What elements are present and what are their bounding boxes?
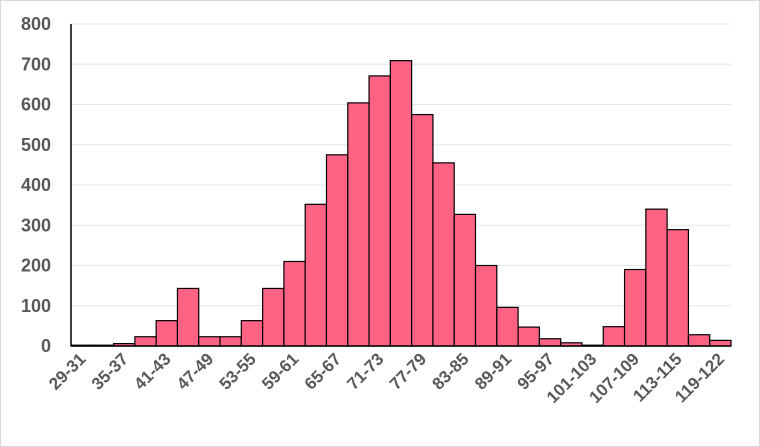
bar-92-94 [517, 326, 540, 347]
y-tick-label: 200 [21, 256, 51, 276]
bar-38-40 [134, 336, 157, 347]
y-tick-label: 300 [21, 215, 51, 235]
x-tick-labels: 29-3135-3741-4347-4953-5559-6165-6771-73… [45, 349, 728, 407]
axes [70, 24, 731, 347]
x-tick-label: 59-61 [258, 349, 302, 393]
bar-83-85 [453, 213, 477, 347]
y-tick-label: 800 [21, 14, 51, 34]
x-tick-label: 89-91 [471, 349, 515, 393]
x-tick-label: 47-49 [173, 349, 217, 393]
bar-86-88 [474, 264, 498, 347]
bar-62-64 [304, 203, 328, 347]
bar-71-73 [368, 75, 391, 347]
bar-44-46 [176, 287, 200, 347]
x-tick-label: 71-73 [343, 349, 387, 393]
bar-74-76 [389, 60, 413, 347]
bar-95-97 [538, 338, 562, 347]
bar-59-61 [283, 260, 306, 347]
bar-110-112 [645, 208, 668, 347]
y-tick-label: 0 [41, 336, 51, 356]
bar-107-109 [623, 268, 647, 347]
bar-89-91 [496, 306, 519, 347]
x-tick-label: 29-31 [45, 349, 89, 393]
bar-113-115 [666, 229, 690, 347]
bars [70, 60, 732, 347]
bar-104-106 [602, 326, 626, 347]
bar-119-122 [709, 339, 732, 347]
x-tick-label: 35-37 [88, 349, 132, 393]
y-tick-label: 500 [21, 135, 51, 155]
y-tick-label: 100 [21, 296, 51, 316]
x-tick-label: 53-55 [216, 349, 260, 393]
bar-65-67 [325, 154, 349, 347]
bar-50-52 [219, 336, 242, 347]
bar-41-43 [155, 320, 179, 347]
x-tick-label: 65-67 [301, 349, 345, 393]
y-tick-label: 600 [21, 95, 51, 115]
x-tick-label: 83-85 [429, 349, 473, 393]
x-tick-label: 77-79 [386, 349, 430, 393]
bar-53-55 [240, 320, 264, 347]
bar-68-70 [347, 102, 370, 347]
y-tick-label: 400 [21, 175, 51, 195]
bar-80-82 [432, 162, 455, 347]
bar-56-58 [262, 287, 285, 347]
y-tick-labels: 0 100 200 300 400 500 600 700 800 [21, 14, 51, 356]
bar-47-49 [198, 336, 221, 347]
bar-77-79 [411, 113, 434, 347]
y-tick-label: 700 [21, 54, 51, 74]
x-tick-label: 41-43 [130, 349, 174, 393]
bar-116-118 [687, 334, 711, 347]
